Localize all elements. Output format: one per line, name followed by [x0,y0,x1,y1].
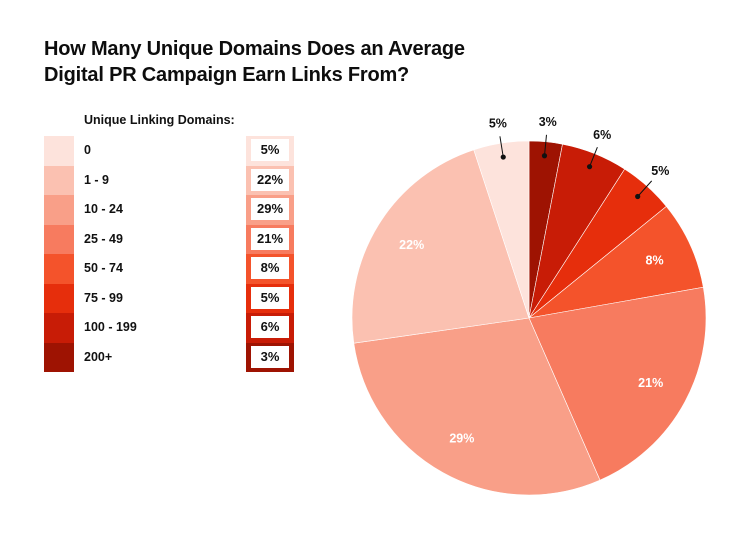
legend-range-label: 25 - 49 [84,231,123,246]
pie-slice [351,149,530,344]
pie-slice [527,205,704,319]
legend-range-label: 10 - 24 [84,202,123,216]
chart-title: How Many Unique Domains Does an Average … [44,36,564,88]
legend-value-label: 3% [251,345,289,368]
legend-range-label: 50 - 74 [84,261,123,275]
slice-leader-dot [635,193,641,200]
legend-value-label: 21% [251,227,289,250]
legend-range-label: 0 [84,143,91,157]
slice-leader-dot [541,153,548,159]
slice-leader-line [499,136,504,158]
legend-range-label: 1 - 9 [84,172,110,187]
legend-swatch [44,283,74,313]
legend-swatch [44,342,74,372]
legend-row: 10 - 24 29% [44,195,304,225]
legend: 0 5% 1 - 9 22% 10 - 24 29% 25 - 49 21% 50 - 74 8%… [44,136,304,372]
slice-label: 21% [638,376,663,390]
legend-range-label: 100 - 199 [84,320,137,334]
legend-range-label: 75 - 99 [84,290,123,305]
legend-swatch [44,313,74,343]
legend-title: Unique Linking Domains: [84,113,235,127]
slice-label: 3% [539,115,557,129]
pie-slice [528,286,707,481]
legend-swatch [44,165,74,195]
legend-swatch [44,254,74,284]
legend-row: 100 - 199 6% [44,313,304,343]
slice-label: 8% [646,254,664,268]
legend-row: 25 - 49 21% [44,224,304,254]
legend-range-label: 200+ [84,349,113,364]
chart-title-line-2: Digital PR Campaign Earn Links From? [44,64,410,86]
legend-value-label: 29% [251,198,289,220]
slice-label: 5% [489,116,507,130]
legend-value-label: 5% [251,286,289,309]
slice-label: 29% [449,432,474,446]
legend-row: 75 - 99 5% [44,283,304,313]
slice-label: 22% [399,238,424,252]
slice-leader-line [543,134,547,156]
legend-row: 200+ 3% [44,342,304,372]
legend-value-label: 8% [251,257,289,279]
slice-leader-dot [586,164,593,170]
legend-value-label: 6% [251,316,289,338]
legend-row: 0 5% [44,136,304,166]
legend-value-label: 22% [251,168,289,191]
legend-swatch [44,224,74,254]
slice-leader-line [637,180,653,197]
slice-leader-line [589,146,598,167]
legend-swatch [44,136,74,166]
chart-title-line-1: How Many Unique Domains Does an Average [44,38,465,60]
slice-label: 5% [651,164,669,178]
legend-row: 1 - 9 22% [44,165,304,195]
legend-value-label: 5% [251,139,289,161]
slice-leader-dot [500,154,506,160]
legend-swatch [44,195,74,225]
pie-slice [353,317,601,496]
legend-row: 50 - 74 8% [44,254,304,284]
slice-label: 6% [593,128,611,142]
